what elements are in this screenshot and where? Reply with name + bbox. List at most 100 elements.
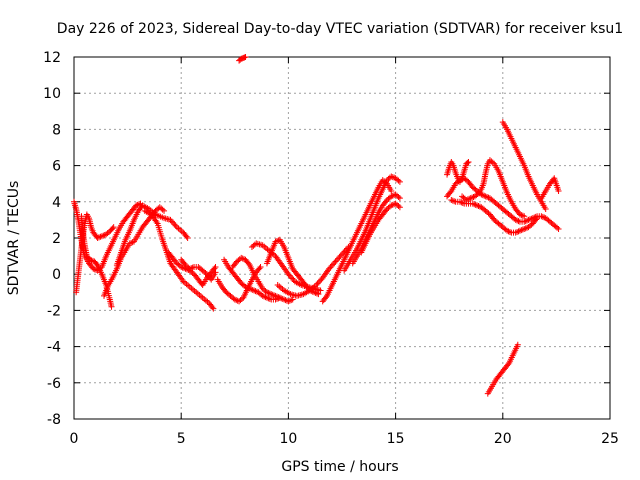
data-point [521,225,528,232]
data-point [245,260,252,267]
series-arc-1 [71,198,144,274]
data-point [514,228,521,235]
data-point [505,361,512,368]
y-tick-label: 10 [43,86,61,102]
data-point [134,201,141,208]
data-point [314,280,321,287]
data-point [388,193,395,200]
data-point [188,265,195,272]
data-point [252,288,259,295]
data-point [245,285,252,292]
data-point [448,196,455,203]
data-point [279,295,286,302]
y-tick-label: 4 [52,195,61,211]
x-tick-label: 15 [387,431,405,447]
series-arc-15 [319,177,395,305]
data-point [212,263,219,270]
data-point [88,257,95,264]
data-point [266,290,273,297]
data-point [168,218,175,225]
data-point [87,256,94,263]
data-point [515,228,522,235]
data-point [516,227,523,234]
data-point [189,269,196,276]
data-points [71,54,562,397]
x-tick-label: 25 [601,431,619,447]
data-point [263,289,270,296]
y-tick-label: -4 [47,340,61,356]
data-point [100,232,107,239]
data-point [555,225,562,232]
x-tick-labels: 0 5 10 15 20 25 [70,431,619,447]
y-tick-label: 6 [52,159,61,175]
data-point [518,227,525,234]
data-point [285,271,292,278]
data-point [271,292,278,299]
x-tick-label: 10 [279,431,297,447]
data-point [170,219,177,226]
data-point [317,287,324,294]
data-point [288,297,295,304]
data-point [189,264,196,271]
data-point [211,265,218,272]
data-point [256,265,263,272]
data-point [238,254,245,261]
data-point [232,259,239,266]
series-arc-8 [178,256,219,283]
data-point [554,224,561,231]
data-point [108,303,115,310]
data-point [285,298,292,305]
data-point [528,221,535,228]
data-point [451,198,458,205]
series-arc-23 [459,157,528,220]
data-point [329,261,336,268]
data-point [506,228,513,235]
data-point [533,216,540,223]
data-point [395,193,402,200]
data-point [465,158,472,165]
data-point [521,213,528,220]
data-point [289,296,296,303]
data-point [287,274,294,281]
data-point [331,259,338,266]
data-point [136,201,143,208]
data-point [335,255,342,262]
data-point [278,295,285,302]
data-point [212,269,219,276]
data-point [525,216,532,223]
data-point [528,215,535,222]
data-point [239,255,246,262]
data-point [171,221,178,228]
data-point [489,159,496,166]
data-point [98,233,105,240]
data-point [178,263,185,270]
data-point [96,234,103,241]
data-point [456,177,463,184]
data-point [159,206,166,213]
data-point [333,257,340,264]
data-point [396,195,403,202]
data-point [472,201,479,208]
data-point [388,202,395,209]
y-tick-label: -2 [47,303,61,319]
data-point [128,239,135,246]
data-point [482,193,489,200]
data-point [479,192,486,199]
data-point [265,295,272,302]
data-point [391,201,398,208]
data-point [464,177,471,184]
data-point [395,177,402,184]
data-point [234,297,241,304]
data-point [388,173,395,180]
data-point [269,291,276,298]
data-point [315,279,322,286]
data-point [265,289,272,296]
data-point [289,275,296,282]
data-point [336,254,343,261]
data-point [275,294,282,301]
series-arc-21 [444,175,562,232]
y-tick-label: -6 [47,376,61,392]
data-point [328,262,335,269]
series-arc-2 [73,211,117,296]
